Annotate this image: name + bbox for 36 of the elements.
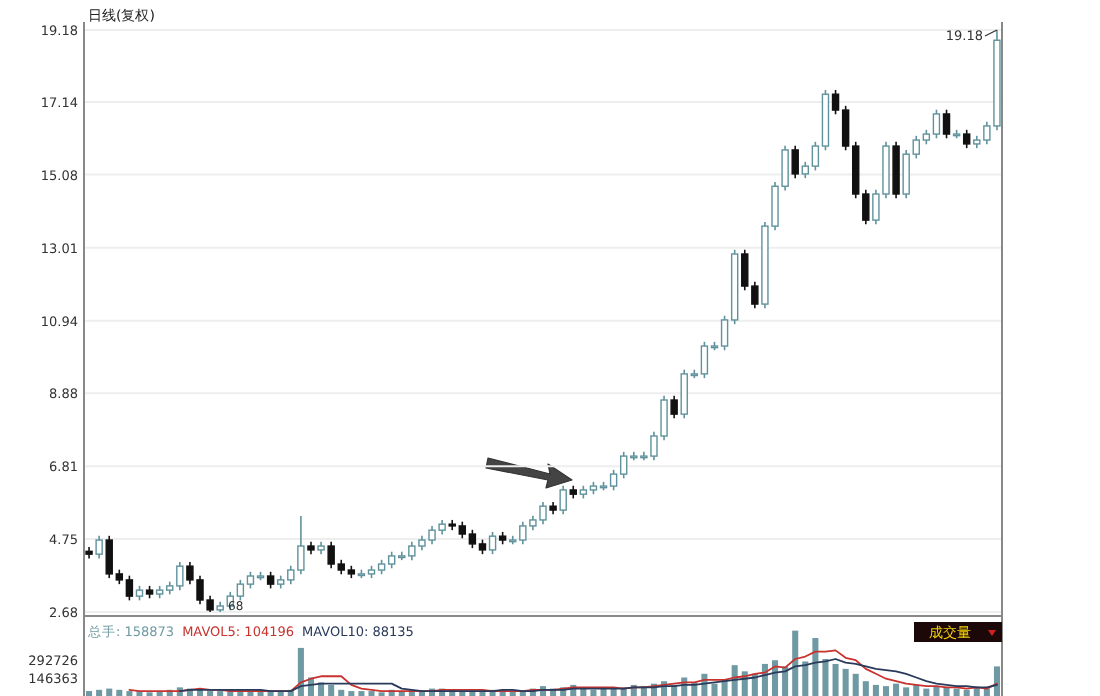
bar <box>297 647 304 696</box>
bar <box>903 687 910 696</box>
bar <box>338 689 345 696</box>
bar <box>772 660 779 696</box>
bar <box>590 689 597 696</box>
bar <box>96 689 103 696</box>
bar <box>852 673 859 696</box>
bar <box>106 688 113 696</box>
bar <box>832 663 839 696</box>
bar <box>822 659 829 696</box>
candlestick <box>95 535 103 560</box>
bar <box>893 683 900 696</box>
bar <box>792 630 799 696</box>
candlestick <box>488 531 497 555</box>
bar <box>328 684 335 696</box>
bar <box>116 689 123 696</box>
bar <box>913 684 920 696</box>
bar <box>812 638 819 696</box>
bar <box>711 683 718 696</box>
bar <box>882 686 890 696</box>
bar <box>983 688 990 696</box>
bar <box>953 688 960 696</box>
bar <box>862 681 869 696</box>
candlestick <box>942 108 951 140</box>
line-series <box>178 658 998 692</box>
bar <box>802 661 809 696</box>
candlestick <box>670 394 678 420</box>
candlestick <box>892 141 900 200</box>
bar <box>993 666 1000 696</box>
candlestick <box>962 129 971 149</box>
candlestick <box>559 484 567 516</box>
bar <box>963 689 970 696</box>
bar <box>923 688 930 696</box>
candlestick <box>791 144 799 179</box>
bar <box>872 684 879 696</box>
bar <box>842 668 849 696</box>
